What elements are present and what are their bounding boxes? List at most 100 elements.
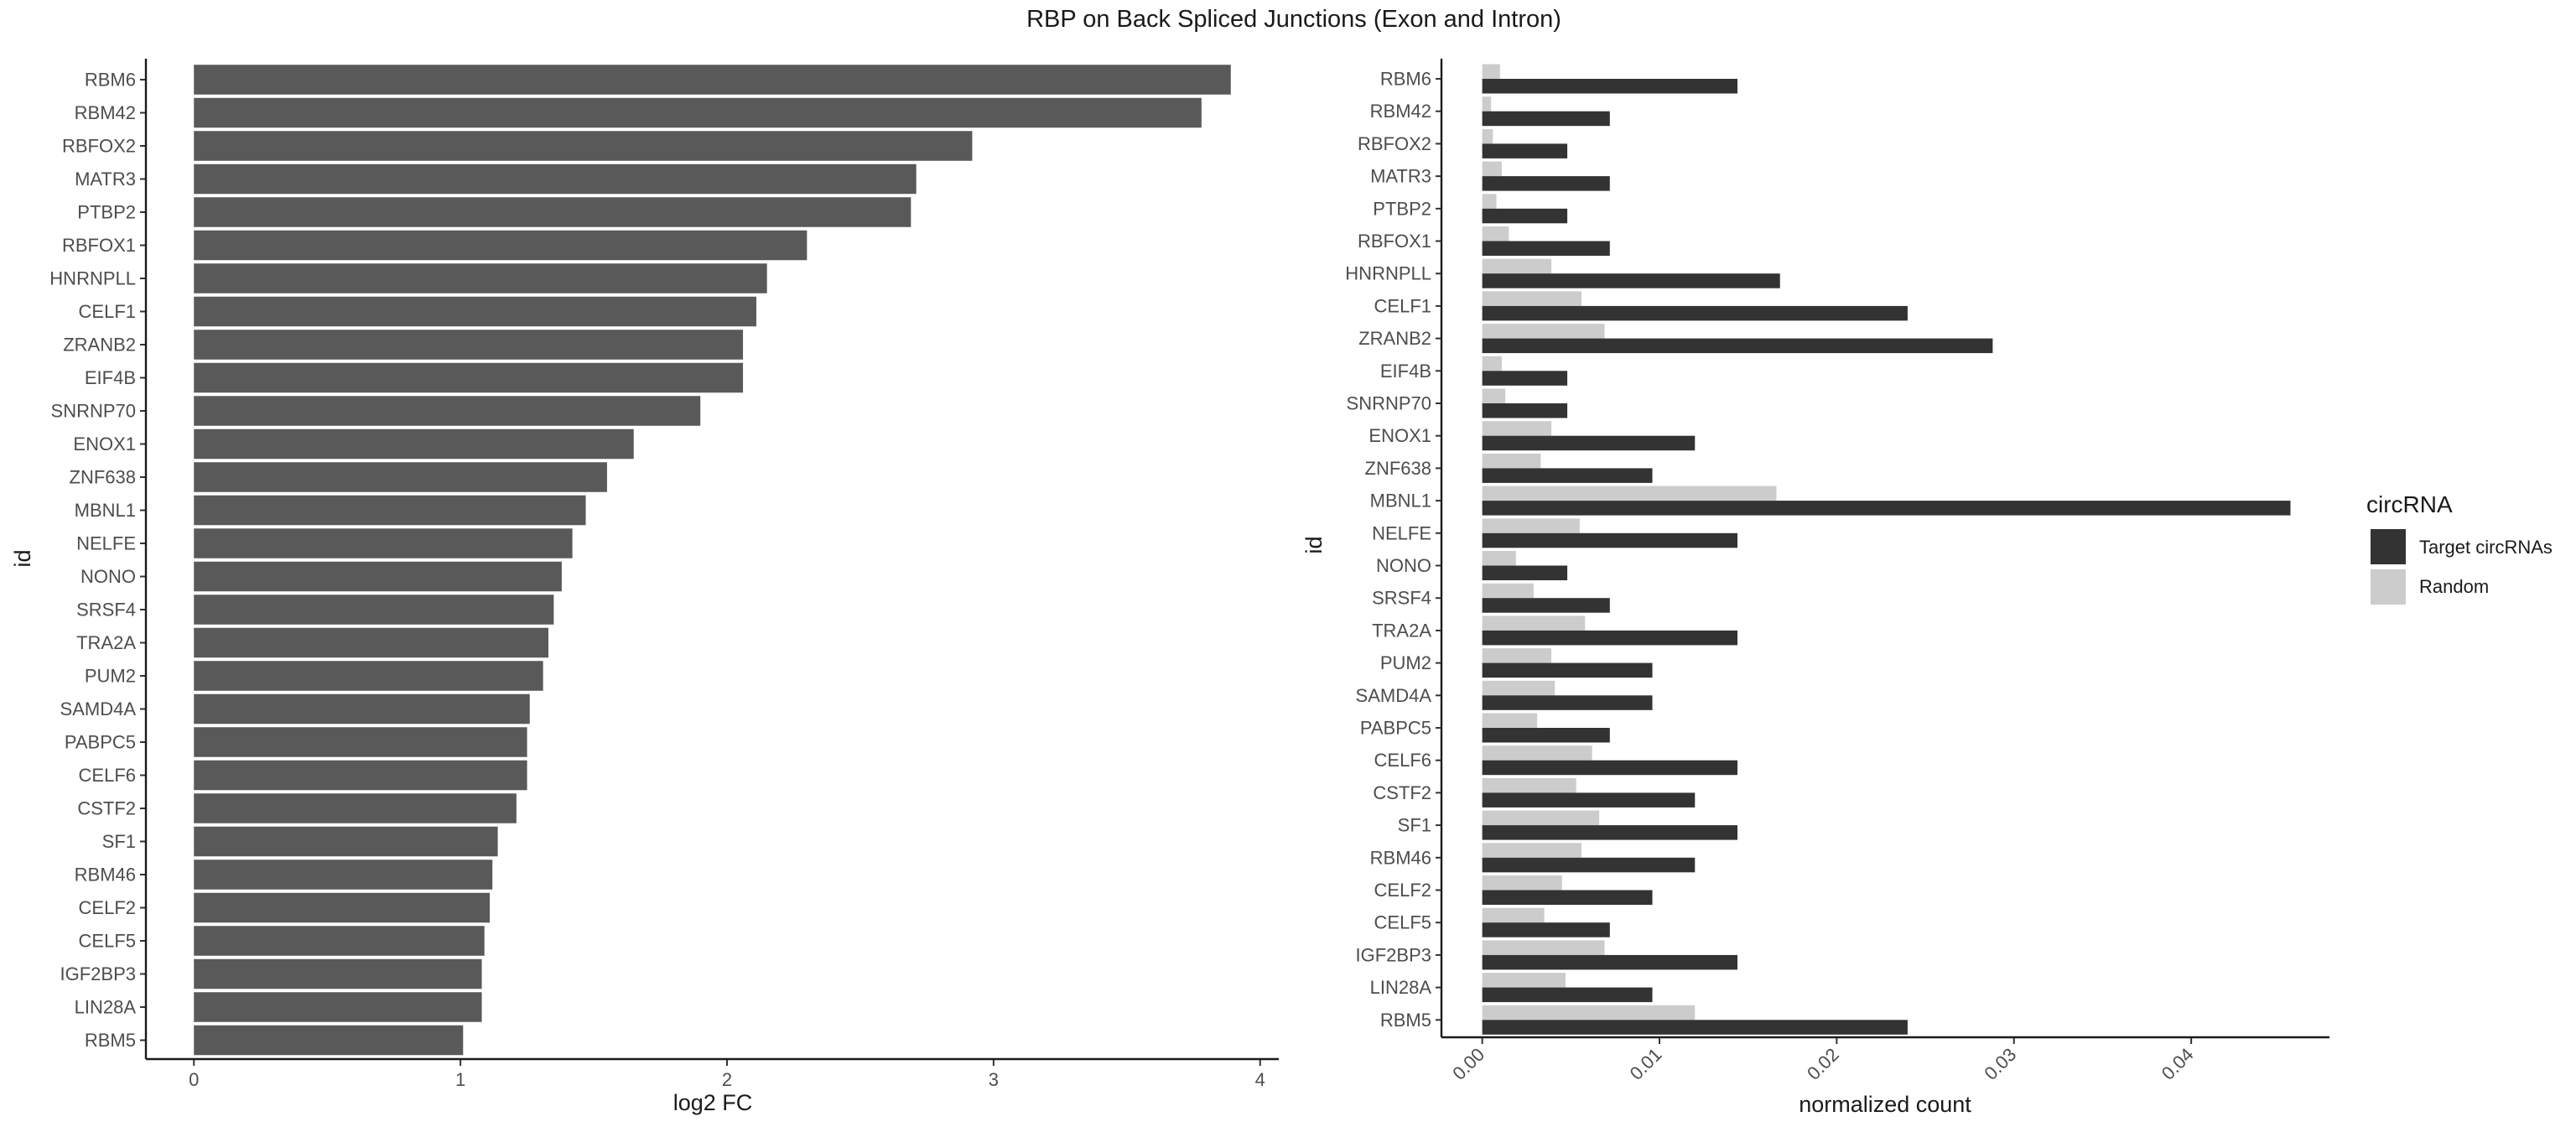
y-tick-label-mbnl1: MBNL1 (75, 500, 136, 521)
random-bar-celf5 (1482, 907, 1545, 923)
target-bar-samd4a (1482, 695, 1653, 710)
bar-mbnl1 (194, 495, 586, 526)
y-tick-label-pabpc5: PABPC5 (65, 732, 136, 753)
random-bar-srsf4 (1482, 583, 1534, 599)
y-tick-label-rbm46: RBM46 (1370, 847, 1431, 868)
bar-nelfe (194, 528, 573, 558)
random-bar-celf2 (1482, 875, 1562, 891)
y-tick-label-cstf2: CSTF2 (77, 798, 136, 819)
bar-nono (194, 561, 562, 592)
y-tick-label-celf2: CELF2 (1374, 880, 1431, 901)
y-tick-label-srsf4: SRSF4 (76, 600, 136, 621)
right-y-tick-labels: RBM6 RBM42 RBFOX2 MATR3 PTBP2 RBFOX1 HNRNPLL CE… (1345, 69, 1441, 1031)
y-tick-label-tra2a: TRA2A (76, 632, 136, 653)
target-bar-celf6 (1482, 760, 1737, 776)
target-bar-celf2 (1482, 890, 1653, 905)
y-tick-label-ptbp2: PTBP2 (77, 202, 136, 223)
bar-zranb2 (194, 330, 744, 360)
y-tick-label-rbm42: RBM42 (1370, 101, 1431, 122)
random-bar-mbnl1 (1482, 486, 1777, 501)
y-tick-label-eif4b: EIF4B (1380, 361, 1431, 382)
bar-snrnp70 (194, 396, 701, 426)
random-bar-zranb2 (1482, 324, 1605, 339)
right-panel: RBM6 RBM42 RBFOX2 MATR3 PTBP2 RBFOX1 HNRNPLL CE… (1301, 59, 2329, 1117)
random-bar-tra2a (1482, 615, 1586, 631)
target-bar-igf2bp3 (1482, 954, 1737, 970)
y-tick-label-celf5: CELF5 (1374, 912, 1431, 933)
y-tick-label-celf2: CELF2 (79, 897, 136, 918)
y-tick-label-celf1: CELF1 (79, 301, 136, 322)
target-bar-rbm5 (1482, 1020, 1908, 1035)
random-bar-pum2 (1482, 648, 1552, 663)
left-x-ticks: 0 1 2 3 4 (189, 1059, 1265, 1090)
y-tick-label-rbfox1: RBFOX1 (62, 235, 136, 256)
y-tick-label-znf638: ZNF638 (1365, 458, 1431, 479)
target-bar-celf5 (1482, 922, 1610, 937)
y-tick-label-rbfox2: RBFOX2 (62, 136, 136, 157)
y-tick-label-pum2: PUM2 (1380, 652, 1431, 673)
bar-celf6 (194, 760, 527, 791)
y-tick-label-lin28a: LIN28A (75, 997, 137, 1018)
random-bar-znf638 (1482, 453, 1541, 469)
left-panel: RBM6 RBM42 RBFOX2 MATR3 PTBP2 RBFOX1 HNRNPLL CE… (10, 59, 1279, 1115)
y-tick-label-snrnp70: SNRNP70 (1347, 393, 1431, 414)
y-tick-label-celf6: CELF6 (1374, 750, 1431, 771)
bar-znf638 (194, 462, 607, 492)
target-bar-rbm46 (1482, 857, 1696, 873)
y-tick-label-zranb2: ZRANB2 (63, 335, 136, 356)
bar-cstf2 (194, 793, 517, 823)
y-tick-label-samd4a: SAMD4A (1356, 685, 1432, 706)
left-x-axis-title: log2 FC (673, 1090, 753, 1115)
target-bar-nelfe (1482, 532, 1737, 548)
random-bar-rbm46 (1482, 843, 1581, 858)
y-tick-label-sf1: SF1 (1398, 815, 1431, 836)
legend-key-random (2371, 569, 2406, 605)
y-tick-label-rbm5: RBM5 (1380, 1010, 1431, 1031)
target-bar-pum2 (1482, 662, 1653, 678)
bar-samd4a (194, 693, 530, 724)
random-bar-lin28a (1482, 973, 1566, 988)
y-tick-label-celf5: CELF5 (79, 931, 136, 952)
legend-label-random: Random (2419, 576, 2489, 597)
bar-rbm46 (194, 860, 493, 890)
bar-pum2 (194, 661, 543, 691)
right-x-axis-title: normalized count (1799, 1092, 1971, 1117)
bar-eif4b (194, 362, 744, 393)
random-bar-rbfox2 (1482, 128, 1493, 144)
y-tick-label-znf638: ZNF638 (70, 467, 136, 488)
random-bar-cstf2 (1482, 777, 1576, 793)
target-bar-srsf4 (1482, 598, 1610, 613)
random-bar-rbm42 (1482, 96, 1492, 112)
y-tick-label-cstf2: CSTF2 (1373, 782, 1431, 803)
target-bar-tra2a (1482, 630, 1737, 646)
y-tick-label-celf6: CELF6 (79, 765, 136, 786)
target-bar-cstf2 (1482, 792, 1696, 808)
random-bar-celf6 (1482, 745, 1592, 761)
random-bar-matr3 (1482, 161, 1502, 177)
target-bar-rbfox1 (1482, 241, 1610, 256)
bar-ptbp2 (194, 197, 911, 227)
bar-sf1 (194, 826, 498, 857)
random-bar-rbfox1 (1482, 226, 1509, 242)
bar-rbm5 (194, 1025, 464, 1056)
bar-pabpc5 (194, 727, 527, 757)
y-tick-label-igf2bp3: IGF2BP3 (60, 963, 136, 984)
target-bar-celf1 (1482, 305, 1908, 321)
bar-hnrnpll (194, 263, 767, 293)
bar-rbfox2 (194, 131, 973, 161)
random-bar-samd4a (1482, 680, 1555, 696)
figure-title: RBP on Back Spliced Junctions (Exon and … (1026, 6, 1561, 33)
y-tick-label-ptbp2: PTBP2 (1373, 198, 1431, 219)
target-bar-enox1 (1482, 435, 1696, 451)
y-tick-label-enox1: ENOX1 (1368, 425, 1431, 446)
target-bar-snrnp70 (1482, 403, 1568, 418)
bar-tra2a (194, 627, 549, 658)
legend-key-target (2371, 529, 2406, 564)
random-bar-eif4b (1482, 356, 1502, 371)
y-tick-label-nelfe: NELFE (76, 533, 136, 554)
x-tick-label-4: 4 (1255, 1069, 1265, 1090)
random-bar-igf2bp3 (1482, 940, 1605, 955)
y-tick-label-matr3: MATR3 (1370, 166, 1431, 187)
target-bar-hnrnpll (1482, 273, 1780, 288)
